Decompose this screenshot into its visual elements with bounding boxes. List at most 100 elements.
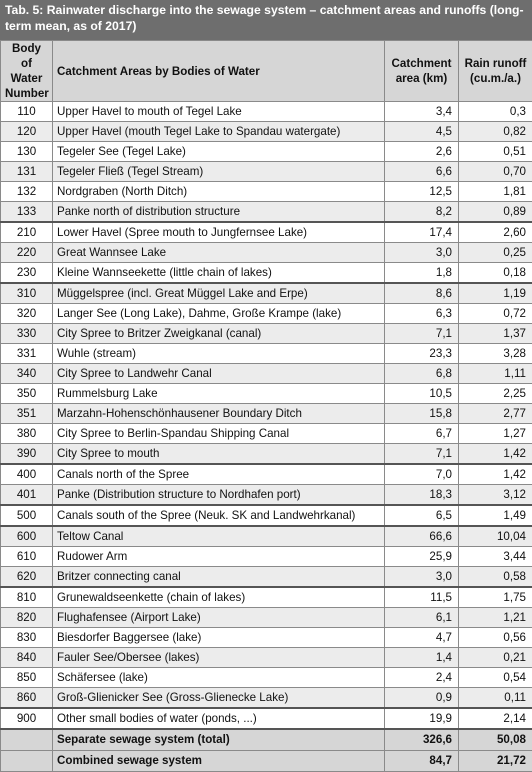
- cell-area: 3,0: [385, 567, 459, 588]
- cell-area: 8,6: [385, 283, 459, 304]
- total-area: 84,7: [385, 751, 459, 772]
- cell-area: 6,3: [385, 304, 459, 324]
- cell-name: Panke north of distribution structure: [53, 202, 385, 223]
- cell-runoff: 0,21: [459, 648, 532, 668]
- cell-runoff: 1,42: [459, 444, 532, 465]
- cell-number: 130: [1, 142, 53, 162]
- cell-number: 610: [1, 547, 53, 567]
- cell-number: 860: [1, 688, 53, 709]
- cell-area: 18,3: [385, 485, 459, 506]
- header-area-label: Catchment area (km): [392, 57, 452, 85]
- header-area: Catchment area (km): [385, 41, 459, 102]
- cell-area: 17,4: [385, 222, 459, 243]
- cell-name: Teltow Canal: [53, 526, 385, 547]
- cell-number: 132: [1, 182, 53, 202]
- cell-name: Langer See (Long Lake), Dahme, Große Kra…: [53, 304, 385, 324]
- header-runoff-label: Rain runoff (cu.m./a.): [465, 57, 527, 85]
- cell-name: Britzer connecting canal: [53, 567, 385, 588]
- header-number-label: Body of Water Number: [5, 42, 49, 100]
- cell-number: 840: [1, 648, 53, 668]
- cell-number: 350: [1, 384, 53, 404]
- cell-number: 131: [1, 162, 53, 182]
- cell-name: Tegeler See (Tegel Lake): [53, 142, 385, 162]
- cell-area: 66,6: [385, 526, 459, 547]
- cell-runoff: 0,89: [459, 202, 532, 223]
- cell-area: 7,0: [385, 464, 459, 485]
- cell-number: 401: [1, 485, 53, 506]
- cell-name: Kleine Wannseekette (little chain of lak…: [53, 263, 385, 284]
- cell-number: 351: [1, 404, 53, 424]
- cell-area: 1,8: [385, 263, 459, 284]
- cell-area: 8,2: [385, 202, 459, 223]
- cell-number: 210: [1, 222, 53, 243]
- cell-number: 830: [1, 628, 53, 648]
- cell-area: 2,4: [385, 668, 459, 688]
- cell-name: Müggelspree (incl. Great Müggel Lake and…: [53, 283, 385, 304]
- cell-number: 220: [1, 243, 53, 263]
- cell-runoff: 0,70: [459, 162, 532, 182]
- cell-runoff: 3,12: [459, 485, 532, 506]
- cell-runoff: 1,11: [459, 364, 532, 384]
- cell-name: Grunewaldseenkette (chain of lakes): [53, 587, 385, 608]
- cell-number: 330: [1, 324, 53, 344]
- cell-name: City Spree to Berlin-Spandau Shipping Ca…: [53, 424, 385, 444]
- cell-area: 19,9: [385, 708, 459, 729]
- cell-name: Flughafensee (Airport Lake): [53, 608, 385, 628]
- cell-runoff: 2,60: [459, 222, 532, 243]
- cell-number: 620: [1, 567, 53, 588]
- cell-number: 110: [1, 102, 53, 122]
- catchment-table: Body of Water Number Catchment Areas by …: [0, 40, 532, 772]
- header-name-label: Catchment Areas by Bodies of Water: [57, 65, 260, 78]
- cell-area: 3,0: [385, 243, 459, 263]
- cell-name: Biesdorfer Baggersee (lake): [53, 628, 385, 648]
- cell-number: 820: [1, 608, 53, 628]
- cell-name: Upper Havel to mouth of Tegel Lake: [53, 102, 385, 122]
- cell-number: 600: [1, 526, 53, 547]
- cell-runoff: 1,19: [459, 283, 532, 304]
- cell-number: 230: [1, 263, 53, 284]
- cell-runoff: 2,77: [459, 404, 532, 424]
- cell-runoff: 0,51: [459, 142, 532, 162]
- cell-area: 1,4: [385, 648, 459, 668]
- cell-name: Rudower Arm: [53, 547, 385, 567]
- cell-runoff: 0,3: [459, 102, 532, 122]
- table-title: Tab. 5: Rainwater discharge into the sew…: [0, 0, 532, 40]
- cell-area: 7,1: [385, 324, 459, 344]
- cell-area: 6,5: [385, 505, 459, 526]
- cell-area: 4,5: [385, 122, 459, 142]
- total-area: 326,6: [385, 729, 459, 751]
- cell-runoff: 0,18: [459, 263, 532, 284]
- cell-number: 390: [1, 444, 53, 465]
- header-name: Catchment Areas by Bodies of Water: [53, 41, 385, 102]
- cell-name: Canals north of the Spree: [53, 464, 385, 485]
- cell-area: 6,8: [385, 364, 459, 384]
- cell-name: Tegeler Fließ (Tegel Stream): [53, 162, 385, 182]
- total-name: Combined sewage system: [53, 751, 385, 772]
- cell-name: Schäfersee (lake): [53, 668, 385, 688]
- cell-runoff: 1,27: [459, 424, 532, 444]
- cell-runoff: 0,82: [459, 122, 532, 142]
- cell-name: Canals south of the Spree (Neuk. SK and …: [53, 505, 385, 526]
- cell-area: 2,6: [385, 142, 459, 162]
- cell-name: Other small bodies of water (ponds, ...): [53, 708, 385, 729]
- cell-area: 0,9: [385, 688, 459, 709]
- header-row: Body of Water Number Catchment Areas by …: [1, 41, 532, 102]
- cell-name: Panke (Distribution structure to Nordhaf…: [53, 485, 385, 506]
- cell-name: Nordgraben (North Ditch): [53, 182, 385, 202]
- cell-area: 6,1: [385, 608, 459, 628]
- cell-area: 11,5: [385, 587, 459, 608]
- cell-number: 380: [1, 424, 53, 444]
